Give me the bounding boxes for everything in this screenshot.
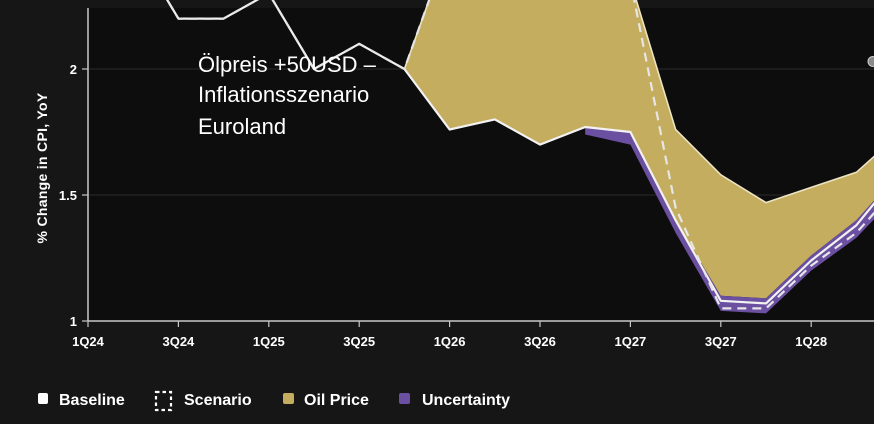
legend-item-scenario[interactable]: Scenario bbox=[154, 390, 252, 412]
y-axis-label: % Change in CPI, YoY bbox=[34, 92, 50, 243]
x-tick-label-2: 1Q25 bbox=[253, 334, 285, 349]
axes bbox=[82, 8, 874, 327]
legend-label-scenario: Scenario bbox=[184, 392, 252, 409]
x-tick-label-4: 1Q26 bbox=[434, 334, 466, 349]
legend-item-oil-price[interactable]: Oil Price bbox=[283, 392, 369, 409]
legend-label-baseline: Baseline bbox=[59, 392, 125, 409]
legend-label-oil-price: Oil Price bbox=[304, 392, 369, 409]
x-tick-label-0: 1Q24 bbox=[72, 334, 105, 349]
x-tick-label-5: 3Q26 bbox=[524, 334, 556, 349]
band-uncertainty bbox=[585, 127, 874, 314]
x-tick-label-3: 3Q25 bbox=[343, 334, 375, 349]
legend: Baseline Scenario Oil Price Uncertainty bbox=[38, 390, 510, 412]
x-tick-label-6: 1Q27 bbox=[614, 334, 646, 349]
tick-labels: 11.522.531Q243Q241Q253Q251Q263Q261Q273Q2… bbox=[59, 62, 827, 349]
x-tick-label-1: 3Q24 bbox=[162, 334, 195, 349]
series-line-scenario bbox=[165, 0, 874, 310]
scroll-handle-icon bbox=[867, 55, 874, 67]
legend-swatch-scenario bbox=[154, 390, 173, 412]
series-lines bbox=[165, 0, 874, 310]
legend-label-uncertainty: Uncertainty bbox=[422, 392, 510, 409]
x-tick-label-8: 1Q28 bbox=[795, 334, 827, 349]
legend-swatch-uncertainty bbox=[399, 393, 410, 404]
annotation-line-2: Inflationsszenario bbox=[198, 82, 369, 107]
y-tick-label-2: 2 bbox=[70, 62, 77, 77]
legend-item-uncertainty[interactable]: Uncertainty bbox=[399, 392, 510, 409]
legend-swatch-baseline bbox=[38, 393, 48, 404]
x-tick-label-7: 3Q27 bbox=[705, 334, 737, 349]
annotation-line-3: Euroland bbox=[198, 114, 286, 139]
y-tick-label-0: 1 bbox=[70, 314, 77, 329]
oil-price-upper-edge bbox=[403, 0, 874, 204]
legend-swatch-oil-price bbox=[283, 393, 294, 404]
y-tick-label-1: 1.5 bbox=[59, 188, 77, 203]
annotation-line-1: Ölpreis +50USD – bbox=[198, 52, 377, 77]
legend-item-baseline[interactable]: Baseline bbox=[38, 392, 125, 409]
